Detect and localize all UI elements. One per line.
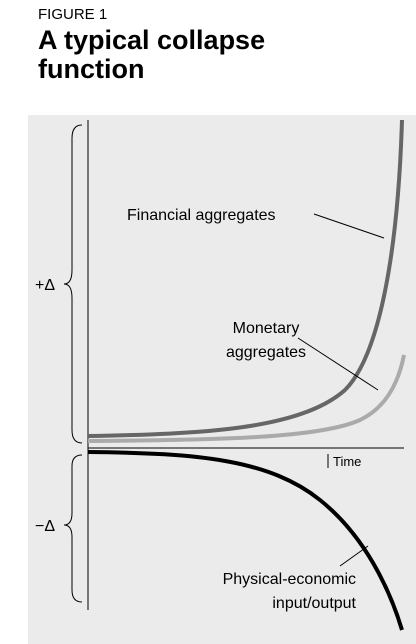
physical-label: input/output — [272, 595, 356, 612]
monetary-label: Monetary — [233, 320, 300, 337]
figure-label: FIGURE 1 — [38, 6, 108, 23]
lower-brace — [63, 454, 83, 603]
monetary-curve — [87, 354, 406, 443]
x-label: Time — [333, 454, 361, 469]
physical-curve — [87, 450, 404, 631]
physical-label: Physical-economic — [223, 571, 356, 588]
upper-brace — [63, 124, 83, 444]
panel — [28, 115, 416, 644]
financial-label: Financial aggregates — [127, 207, 276, 224]
monetary-label: aggregates — [226, 344, 306, 361]
leader-line — [313, 213, 385, 239]
financial-curve — [87, 119, 404, 438]
title: A typical collapse function — [38, 25, 266, 84]
lower-label: −Δ — [35, 518, 55, 535]
upper-label: +Δ — [35, 277, 55, 294]
leader-line — [339, 545, 369, 567]
leader-line — [297, 337, 379, 391]
